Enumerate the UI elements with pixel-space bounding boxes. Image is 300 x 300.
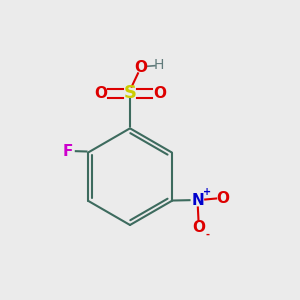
Text: O: O xyxy=(94,86,107,101)
Text: +: + xyxy=(203,187,211,197)
Text: O: O xyxy=(192,220,205,235)
Text: S: S xyxy=(124,84,136,102)
Text: F: F xyxy=(62,144,73,159)
Text: -: - xyxy=(206,230,210,240)
Text: O: O xyxy=(153,86,166,101)
Text: N: N xyxy=(191,193,204,208)
Text: H: H xyxy=(154,58,164,72)
Text: O: O xyxy=(134,60,147,75)
Text: O: O xyxy=(216,191,230,206)
